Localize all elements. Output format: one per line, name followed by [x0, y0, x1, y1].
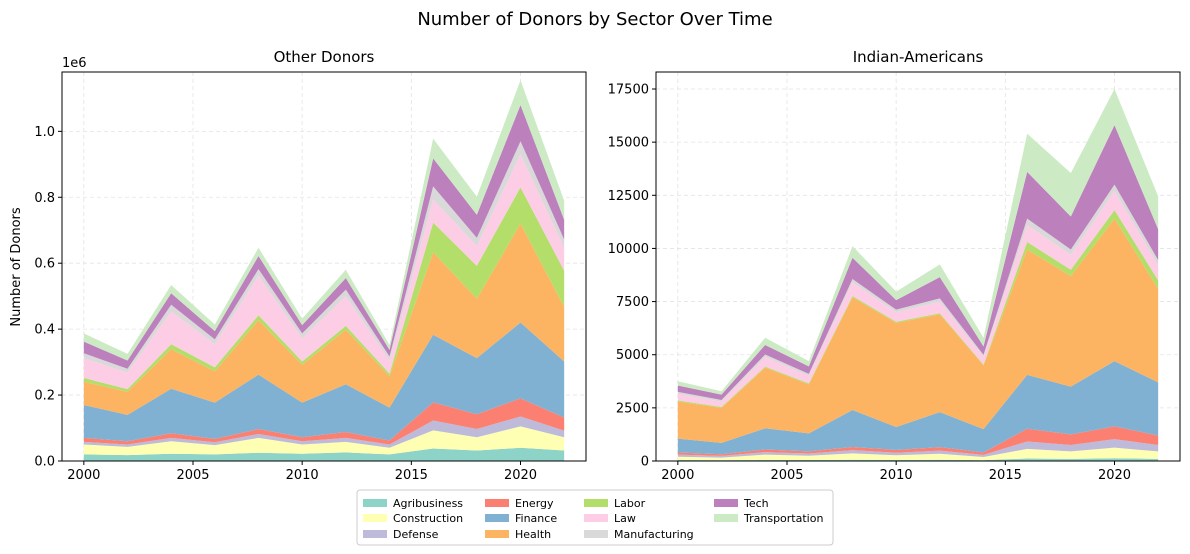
y-tick-label: 12500 — [608, 189, 649, 204]
area-defense — [83, 416, 565, 448]
area-energy — [677, 426, 1159, 456]
legend-swatch-agribusiness — [363, 499, 387, 507]
y-tick-label: 5000 — [616, 348, 649, 363]
area-energy — [83, 398, 565, 445]
x-tick-label: 2005 — [770, 468, 803, 483]
y-tick-label: 10000 — [608, 242, 649, 257]
area-transportation — [677, 89, 1159, 395]
stacked-areas — [83, 80, 565, 461]
area-law — [677, 191, 1159, 408]
y-tick-label: 0.2 — [34, 389, 55, 404]
area-agribusiness — [677, 458, 1159, 461]
axes: 2000 2005 2010 2015 2020 0.0 0.2 0.4 0.6 0.8 1.0 — [34, 71, 587, 483]
chart-title-indian-americans: Indian-Americans — [853, 48, 984, 66]
legend-label-labor: Labor — [614, 497, 646, 510]
legend-swatch-construction — [363, 514, 387, 522]
legend-swatch-health — [485, 530, 509, 538]
area-tech — [677, 125, 1159, 400]
x-tick-label: 2015 — [989, 468, 1022, 483]
legend-swatch-labor — [584, 499, 608, 507]
y-tick-label: 2500 — [616, 401, 649, 416]
legend-label-defense: Defense — [393, 528, 439, 541]
area-defense — [677, 439, 1159, 458]
legend-label-law: Law — [614, 512, 636, 525]
x-tick-label: 2015 — [395, 468, 428, 483]
y-tick-label: 0.4 — [34, 323, 55, 338]
area-tech — [83, 104, 565, 369]
y-axis-label: Number of Donors — [9, 207, 24, 327]
x-tick-label: 2000 — [67, 468, 100, 483]
area-construction — [677, 447, 1159, 461]
area-agribusiness — [83, 447, 565, 461]
legend-label-transportation: Transportation — [743, 512, 823, 525]
legend-swatch-energy — [485, 499, 509, 507]
y-tick-label: 0.8 — [34, 191, 55, 206]
legend-label-finance: Finance — [515, 512, 557, 525]
legend-label-construction: Construction — [393, 512, 463, 525]
y-tick-label: 0.0 — [34, 455, 55, 470]
y-tick-label: 0 — [641, 455, 649, 470]
legend-swatch-manufacturing — [584, 530, 608, 538]
area-health — [83, 223, 565, 415]
plot-frame — [61, 71, 587, 462]
y-tick-label: 17500 — [608, 83, 649, 98]
y-tick-label: 1.0 — [34, 125, 55, 140]
x-tick-label: 2010 — [286, 468, 319, 483]
y-offset-label: 1e6 — [62, 56, 87, 71]
legend-label-energy: Energy — [515, 497, 554, 510]
area-construction — [83, 426, 565, 456]
legend-label-tech: Tech — [743, 497, 769, 510]
chart-panel-indian-americans: Indian-Americans 2000 2005 2010 2015 2020 0 25… — [608, 48, 1181, 483]
plot-frame — [655, 71, 1181, 462]
x-tick-label: 2020 — [1098, 468, 1131, 483]
y-tick-label: 7500 — [616, 295, 649, 310]
legend-swatch-law — [584, 514, 608, 522]
legend-label-manufacturing: Manufacturing — [614, 528, 694, 541]
legend-swatch-defense — [363, 530, 387, 538]
x-tick-label: 2010 — [880, 468, 913, 483]
figure-title: Number of Donors by Sector Over Time — [417, 9, 772, 30]
x-tick-label: 2005 — [176, 468, 209, 483]
y-tick-label: 0.6 — [34, 257, 55, 272]
legend-label-agribusiness: Agribusiness — [393, 497, 463, 510]
x-tick-label: 2020 — [504, 468, 537, 483]
area-transportation — [83, 80, 565, 361]
area-law — [83, 154, 565, 390]
x-tick-label: 2000 — [661, 468, 694, 483]
area-finance — [83, 322, 565, 442]
chart-title-other-donors: Other Donors — [274, 48, 375, 66]
area-labor — [83, 187, 565, 392]
area-health — [677, 218, 1159, 443]
legend-swatch-finance — [485, 514, 509, 522]
axes: 2000 2005 2010 2015 2020 0 2500 5000 7500 10000 12… — [608, 71, 1181, 483]
area-finance — [677, 361, 1159, 455]
stacked-areas — [677, 89, 1159, 461]
chart-panel-other-donors: Other Donors 1e6 Number of Donors 2000 20… — [9, 48, 587, 483]
legend-swatch-transportation — [714, 514, 738, 522]
y-tick-label: 15000 — [608, 136, 649, 151]
legend: Agribusiness Construction Defense Energy Fin… — [356, 489, 834, 546]
legend-swatch-tech — [714, 499, 738, 507]
legend-label-health: Health — [515, 528, 551, 541]
